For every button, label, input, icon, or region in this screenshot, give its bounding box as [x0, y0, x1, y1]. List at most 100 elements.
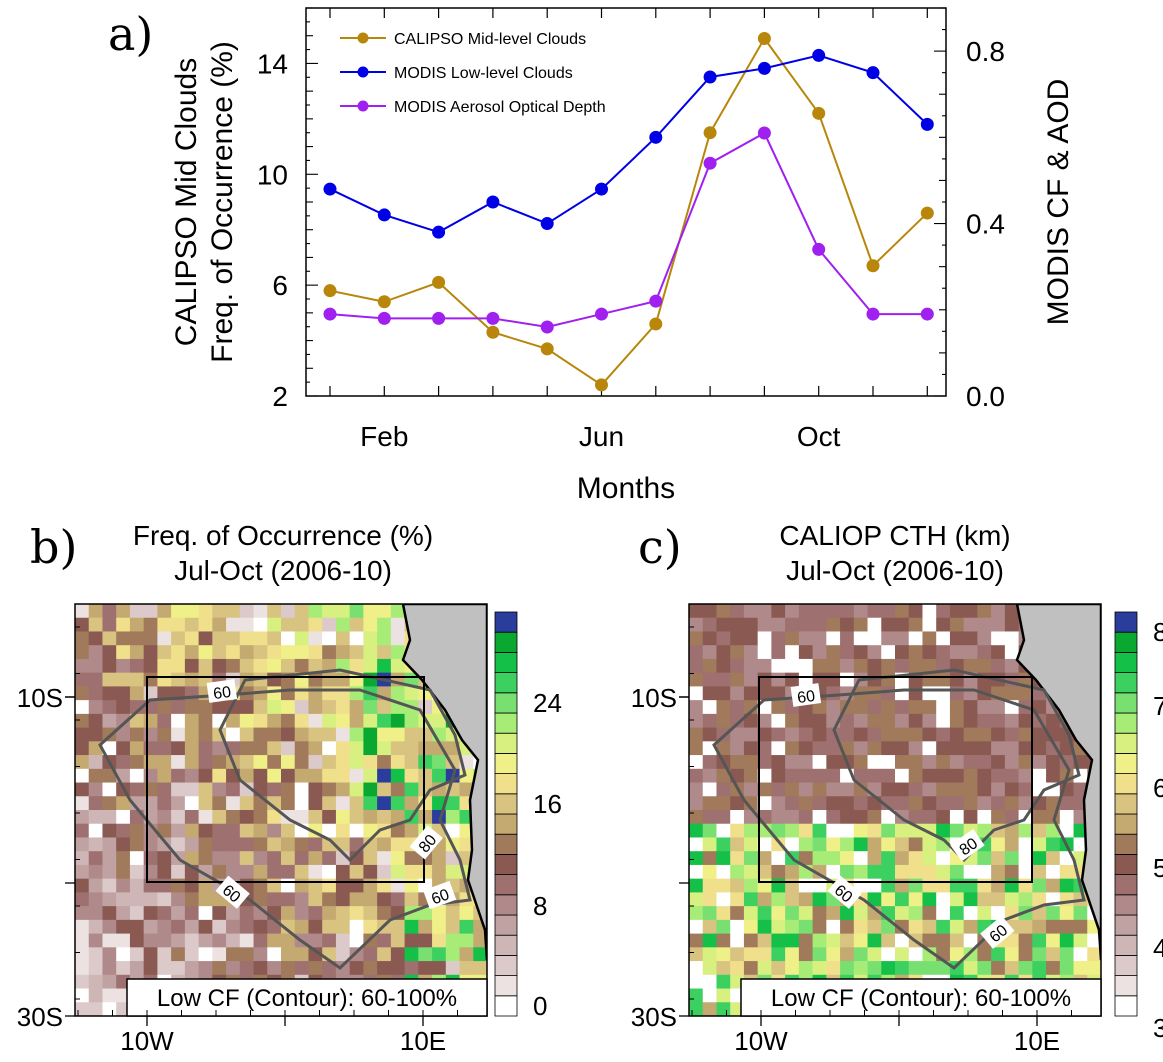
heatmap-cell	[226, 604, 241, 619]
heatmap-cell	[75, 617, 90, 632]
heatmap-cell	[853, 961, 869, 976]
heatmap-cell	[239, 645, 255, 660]
heatmap-cell	[212, 700, 227, 715]
heatmap-cell	[184, 810, 200, 825]
heatmap-cell	[716, 823, 731, 838]
heatmap-cell	[853, 947, 869, 962]
series-point-2	[323, 307, 337, 321]
heatmap-cell	[129, 658, 145, 674]
heatmap-cell	[102, 823, 117, 838]
heatmap-cell	[88, 988, 103, 1003]
heatmap-cell	[226, 631, 241, 646]
heatmap-cell	[281, 892, 296, 907]
contour-label: 60	[423, 880, 457, 910]
colorbar-swatch	[494, 773, 518, 795]
heatmap-cell	[826, 755, 841, 770]
heatmap-cell	[75, 906, 90, 921]
heatmap-cell	[198, 604, 213, 619]
heatmap-cell	[102, 700, 117, 715]
heatmap-cell	[157, 892, 172, 907]
heatmap-cell	[418, 947, 433, 962]
heatmap-cell	[184, 713, 200, 729]
heatmap-cell	[1073, 933, 1088, 948]
heatmap-cell	[895, 658, 910, 674]
heatmap-cell	[184, 700, 200, 715]
heatmap-cell	[390, 658, 406, 674]
heatmap-cell	[226, 864, 241, 880]
heatmap-cell	[212, 741, 227, 756]
heatmap-cell	[432, 864, 447, 880]
heatmap-cell	[335, 878, 351, 893]
heatmap-cell	[908, 796, 923, 811]
heatmap-cell	[171, 768, 186, 784]
heatmap-cell	[294, 658, 309, 674]
heatmap-cell	[689, 700, 704, 715]
heatmap-cell	[826, 768, 841, 784]
series-point-2	[703, 156, 717, 170]
heatmap-cell	[267, 961, 282, 976]
heatmap-cell	[716, 768, 731, 784]
panel-c-annotation-box	[740, 978, 1102, 1017]
heatmap-cell	[226, 906, 241, 921]
heatmap-cell	[377, 713, 392, 729]
heatmap-cell	[226, 796, 241, 811]
heatmap-cell	[322, 645, 337, 660]
heatmap-cell	[102, 672, 117, 687]
heatmap-cell	[102, 961, 117, 976]
heatmap-cell	[689, 741, 704, 756]
heatmap-cell	[895, 919, 910, 935]
heatmap-cell	[1059, 947, 1075, 962]
heatmap-cell	[689, 906, 704, 921]
heatmap-cell	[116, 906, 131, 921]
heatmap-cell	[730, 947, 745, 962]
heatmap-cell	[949, 947, 965, 962]
series-point-0	[540, 342, 554, 356]
heatmap-cell	[853, 796, 869, 811]
heatmap-cell	[922, 658, 937, 674]
heatmap-cell	[239, 741, 255, 756]
heatmap-cell	[267, 645, 282, 660]
heatmap-cell	[991, 892, 1006, 907]
heatmap-cell	[702, 782, 717, 797]
y-tick-label-left: 14	[257, 48, 288, 79]
panel-b-colorbar: 0 8 16 24	[494, 611, 562, 1021]
heatmap-cell	[308, 604, 323, 619]
heatmap-cell	[116, 878, 131, 893]
heatmap-cell	[267, 851, 282, 866]
series-point-0	[920, 206, 934, 220]
heatmap-cell	[702, 604, 717, 619]
heatmap-cell	[702, 851, 717, 866]
contour-label-text: 60	[429, 886, 452, 908]
contour-label-bg	[423, 880, 457, 910]
heatmap-cell	[432, 961, 447, 976]
heatmap-cell	[129, 686, 145, 701]
heatmap-cell	[143, 604, 158, 619]
heatmap-cell	[949, 617, 965, 632]
heatmap-cell	[689, 672, 704, 687]
heatmap-cell	[977, 947, 992, 962]
heatmap-cell	[226, 961, 241, 976]
heatmap-cell	[129, 782, 145, 797]
heatmap-cell	[377, 961, 392, 976]
heatmap-cell	[922, 919, 937, 935]
heatmap-cell	[377, 837, 392, 852]
heatmap-cell	[730, 837, 745, 852]
heatmap-cell	[116, 851, 131, 866]
heatmap-cell	[88, 974, 103, 990]
heatmap-cell	[716, 892, 731, 907]
heatmap-cell	[702, 755, 717, 770]
heatmap-cell	[743, 672, 759, 687]
heatmap-cell	[867, 741, 882, 756]
heatmap-cell	[812, 755, 827, 770]
heatmap-cell	[689, 755, 704, 770]
heatmap-cell	[239, 823, 255, 838]
heatmap-cell	[377, 810, 392, 825]
heatmap-cell	[267, 604, 282, 619]
heatmap-cell	[702, 768, 717, 784]
heatmap-cell	[267, 823, 282, 838]
heatmap-cell	[390, 713, 406, 729]
heatmap-cell	[1018, 892, 1033, 907]
heatmap-cell	[418, 961, 433, 976]
heatmap-cell	[949, 727, 965, 742]
heatmap-cell	[404, 796, 419, 811]
